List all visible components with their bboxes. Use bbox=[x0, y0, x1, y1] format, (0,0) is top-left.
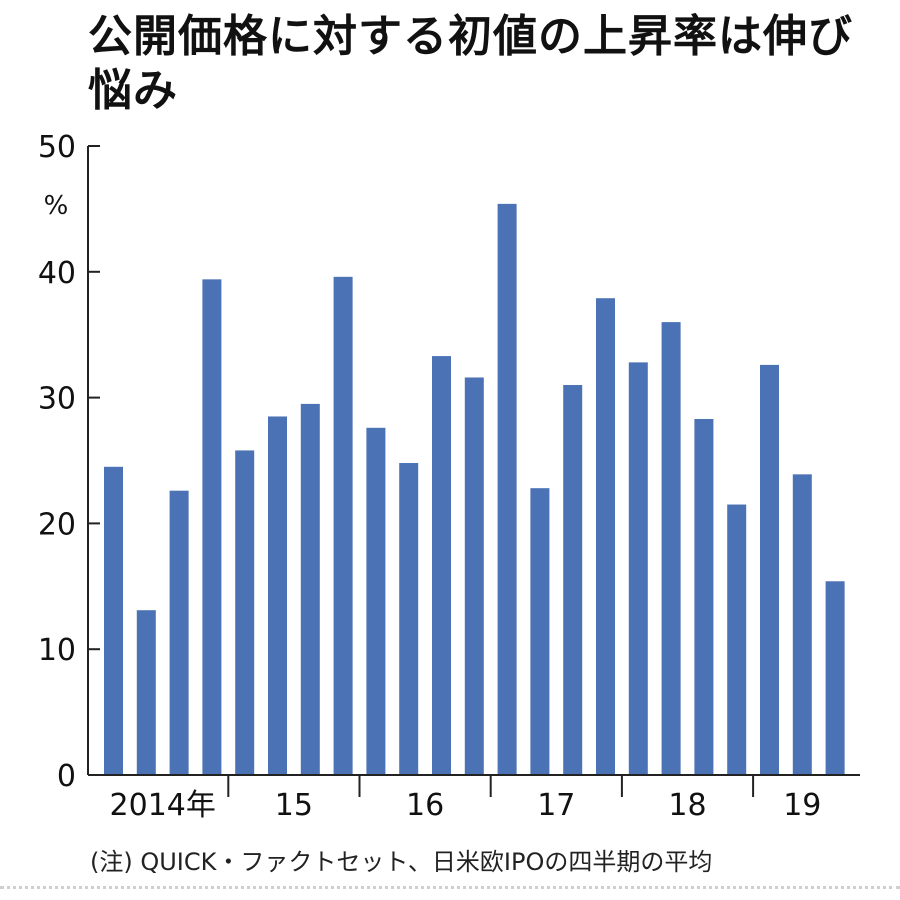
bar bbox=[628, 362, 648, 775]
bar bbox=[300, 403, 320, 775]
bar-chart: 0 10 20 30 40 50 % 2014年 15 16 17 18 19 bbox=[38, 130, 860, 823]
bar bbox=[366, 427, 386, 775]
x-year-label: 2014年 bbox=[110, 788, 216, 823]
bar bbox=[235, 450, 255, 775]
y-tick-label: 10 bbox=[38, 633, 76, 668]
bar bbox=[563, 385, 583, 775]
bar bbox=[399, 463, 419, 775]
bar bbox=[694, 418, 714, 775]
x-year-label: 15 bbox=[275, 788, 313, 823]
bar bbox=[136, 610, 156, 775]
y-tick-label: 50 bbox=[38, 130, 76, 165]
bar bbox=[169, 490, 189, 775]
bar bbox=[661, 322, 681, 775]
y-tick-label: 30 bbox=[38, 382, 76, 417]
bar bbox=[792, 474, 812, 775]
bar bbox=[497, 203, 517, 776]
y-tick-label: 40 bbox=[38, 256, 76, 291]
chart-title: 公開価格に対する初値の上昇率は伸び悩み bbox=[88, 11, 853, 116]
bar bbox=[104, 466, 123, 775]
bar bbox=[333, 276, 353, 775]
y-axis: 0 10 20 30 40 50 % bbox=[38, 130, 100, 794]
bar bbox=[530, 488, 550, 775]
bar bbox=[727, 504, 747, 775]
x-axis: 2014年 15 16 17 18 19 bbox=[88, 774, 860, 823]
bar bbox=[432, 356, 451, 775]
y-unit-label: % bbox=[44, 191, 69, 221]
y-tick-label: 0 bbox=[57, 759, 76, 794]
x-year-label: 19 bbox=[783, 788, 821, 823]
x-year-label: 16 bbox=[406, 788, 444, 823]
y-tick-label: 20 bbox=[38, 507, 76, 542]
bar bbox=[268, 416, 287, 775]
bar bbox=[825, 581, 845, 775]
bottom-dotted-divider bbox=[0, 886, 900, 889]
bar bbox=[596, 298, 615, 775]
bar bbox=[464, 377, 484, 775]
x-year-label: 18 bbox=[668, 788, 706, 823]
x-year-label: 17 bbox=[537, 788, 575, 823]
bar bbox=[202, 279, 222, 775]
bar bbox=[760, 364, 779, 775]
source-note: (注) QUICK・ファクトセット、日米欧IPOの四半期の平均 bbox=[90, 848, 713, 876]
bars-group bbox=[104, 203, 845, 776]
